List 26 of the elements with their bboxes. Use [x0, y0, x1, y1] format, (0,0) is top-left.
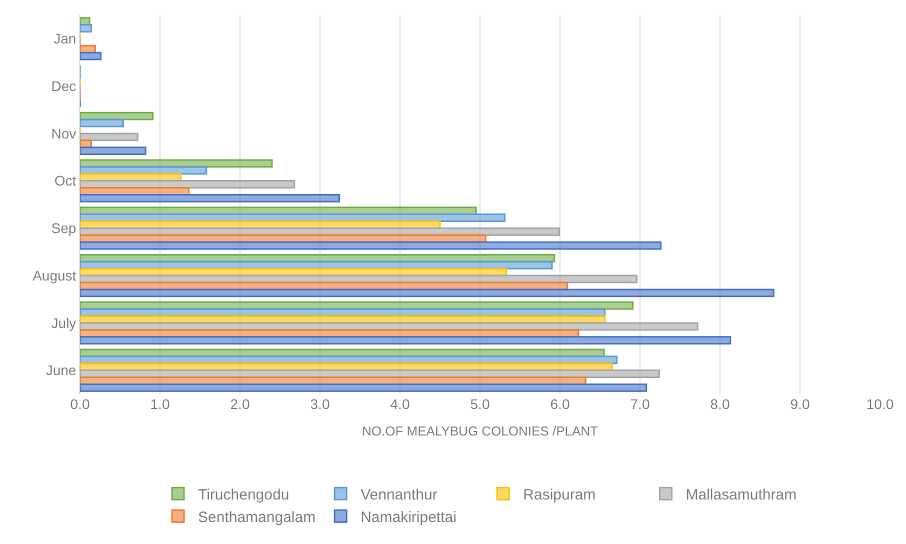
x-tick-label: 5.0 — [470, 396, 490, 412]
legend-label: Namakiripettai — [360, 508, 456, 526]
y-tick-label: July — [51, 314, 76, 331]
y-tick-label: Dec — [51, 78, 76, 94]
y-tick-label: June — [46, 362, 76, 378]
y-tick-label: Jan — [54, 30, 76, 47]
y-tick-label: Sep — [51, 220, 76, 236]
legend-label: Tiruchengodu — [198, 486, 290, 504]
x-tick-label: 9.0 — [790, 396, 810, 412]
x-tick-label: 1.0 — [150, 396, 170, 412]
x-tick-label: 8.0 — [710, 396, 730, 412]
y-tick-label: August — [32, 267, 76, 284]
x-tick-label: 2.0 — [230, 396, 250, 412]
x-tick-label: 4.0 — [390, 396, 410, 412]
x-tick-label: 6.0 — [550, 396, 570, 412]
legend-label: Mallasamuthram — [686, 486, 797, 504]
legend-label: Senthamangalam — [198, 508, 316, 526]
x-tick-label: 10.0 — [866, 396, 894, 412]
x-axis-title: NO.OF MEALYBUG COLONIES /PLANT — [362, 424, 598, 439]
x-tick-label: 7.0 — [630, 396, 650, 412]
y-tick-label: Oct — [54, 172, 76, 189]
legend-label: Rasipuram — [523, 486, 596, 504]
x-tick-label: 3.0 — [310, 396, 330, 412]
legend-label: Vennanthur — [360, 486, 438, 504]
y-tick-label: Nov — [51, 125, 76, 142]
x-tick-label: 0.0 — [70, 396, 90, 412]
